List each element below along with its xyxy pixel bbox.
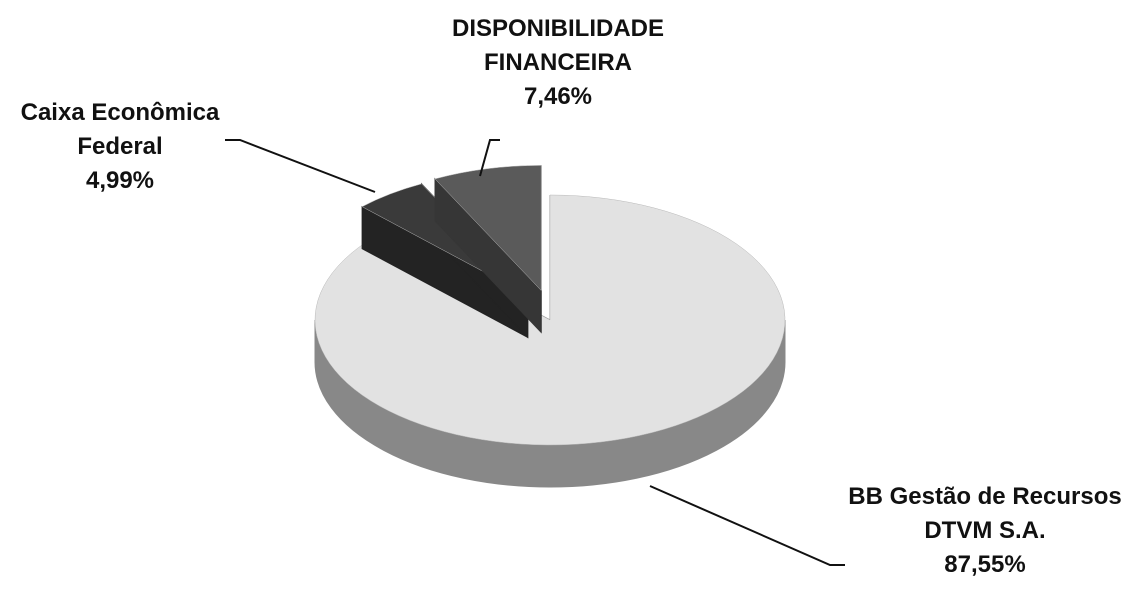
leader-line xyxy=(649,485,845,566)
slices xyxy=(314,165,786,488)
slice xyxy=(434,165,542,334)
category-label: DISPONIBILIDADE FINANCEIRA xyxy=(451,15,664,76)
slice-top xyxy=(434,165,542,292)
slice-label: BB Gestão de Recursos DTVM S.A. 87,55% xyxy=(835,480,1128,582)
leader-line xyxy=(479,139,500,177)
value-label: 4,99% xyxy=(85,167,155,194)
value-label: 7,46% xyxy=(523,83,593,110)
category-label: BB Gestão de Recursos DTVM S.A. xyxy=(848,483,1122,544)
slice-label: DISPONIBILIDADE FINANCEIRA 7,46% xyxy=(420,12,696,114)
value-label: 87,55% xyxy=(944,551,1026,578)
category-label: Caixa Econômica Federal xyxy=(20,99,220,160)
leader-line xyxy=(225,139,376,193)
slice-label: Caixa Econômica Federal 4,99% xyxy=(0,96,240,198)
